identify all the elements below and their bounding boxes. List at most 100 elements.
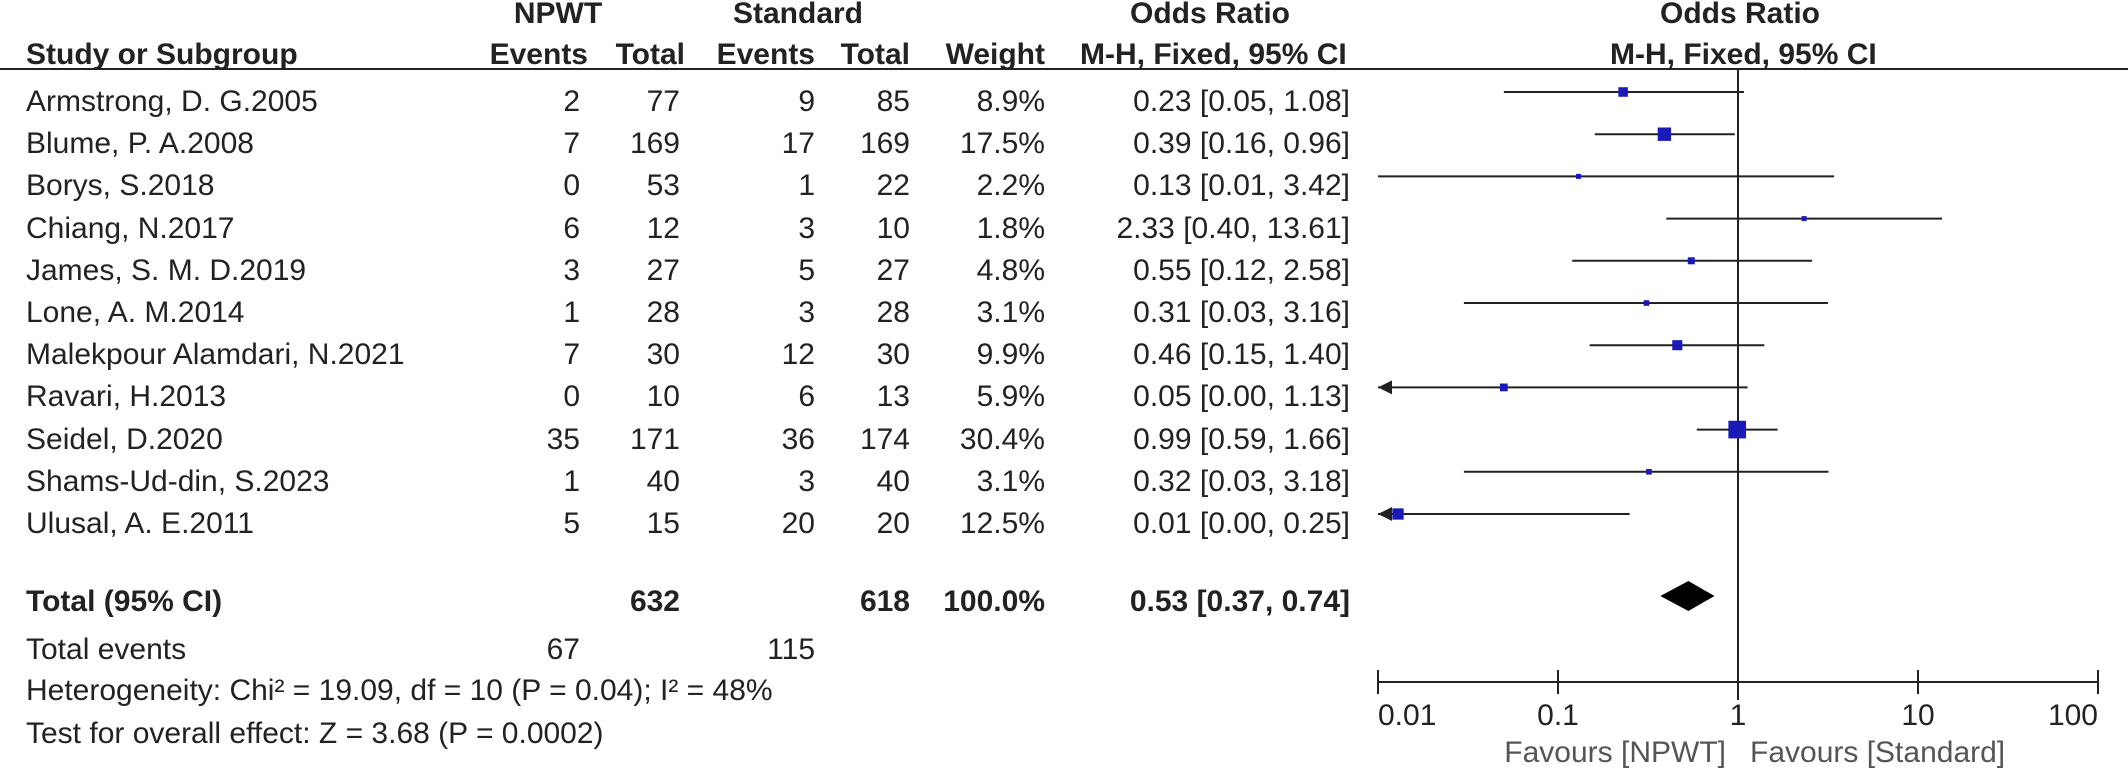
ci-arrow-left: [1378, 380, 1392, 395]
study-name: Lone, A. M.2014: [26, 296, 245, 329]
x-tick-label: 10: [1901, 699, 1934, 732]
x-tick-label: 100: [2048, 699, 2098, 732]
overall-effect-text: Test for overall effect: Z = 3.68 (P = 0…: [26, 717, 604, 750]
standard-total: 27: [876, 253, 910, 287]
x-tick-label: 0.01: [1378, 699, 1436, 732]
odds-ratio-table-header: Odds Ratio: [1129, 0, 1290, 30]
npwt-total: 171: [629, 422, 680, 456]
standard-total: 20: [876, 507, 910, 540]
study-weight: 9.9%: [976, 338, 1045, 372]
x-tick-label: 1: [1730, 699, 1747, 732]
method-header-left: M-H, Fixed, 95% CI: [1080, 38, 1347, 71]
total-weight: 100.0%: [943, 585, 1045, 618]
npwt-events: 0: [563, 380, 580, 414]
standard-total-header: Total: [840, 38, 910, 71]
total-npwt: 632: [629, 585, 680, 618]
npwt-events: 3: [563, 253, 580, 287]
study-name: James, S. M. D.2019: [26, 253, 307, 287]
standard-events: 12: [781, 338, 815, 372]
study-weight: 12.5%: [959, 507, 1045, 540]
npwt-events: 6: [563, 211, 580, 245]
study-name: Blume, P. A.2008: [26, 127, 254, 161]
method-header-right: M-H, Fixed, 95% CI: [1610, 38, 1877, 71]
standard-events: 5: [798, 253, 815, 287]
total-standard: 618: [859, 585, 910, 618]
study-marker: [1618, 87, 1628, 97]
standard-events: 20: [781, 507, 815, 540]
study-weight: 17.5%: [959, 127, 1045, 161]
study-ci: 0.13 [0.01, 3.42]: [1133, 169, 1350, 203]
npwt-total: 12: [646, 211, 680, 245]
study-marker: [1643, 300, 1650, 306]
study-marker: [1657, 127, 1672, 141]
study-weight: 1.8%: [976, 211, 1045, 245]
standard-group-header: Standard: [732, 0, 864, 30]
favours-right-label: Favours [Standard]: [1750, 736, 2005, 769]
npwt-events: 1: [563, 296, 580, 329]
npwt-total: 28: [646, 296, 680, 329]
heterogeneity-text: Heterogeneity: Chi² = 19.09, df = 10 (P …: [26, 674, 773, 707]
study-weight: 3.1%: [976, 464, 1045, 498]
study-ci: 0.01 [0.00, 0.25]: [1133, 507, 1350, 540]
npwt-total: 40: [646, 464, 680, 498]
standard-events: 3: [798, 211, 815, 245]
npwt-group-header: NPWT: [513, 0, 603, 30]
study-ci: 0.23 [0.05, 1.08]: [1133, 85, 1350, 118]
npwt-total: 27: [646, 253, 680, 287]
study-weight: 2.2%: [976, 169, 1045, 203]
study-name: Malekpour Alamdari, N.2021: [26, 338, 405, 372]
total-events-npwt: 67: [546, 633, 580, 666]
study-column-header: Study or Subgroup: [26, 38, 298, 71]
study-ci: 0.31 [0.03, 3.16]: [1133, 296, 1350, 329]
standard-total: 169: [859, 127, 910, 161]
standard-events: 1: [798, 169, 815, 203]
study-ci: 0.32 [0.03, 3.18]: [1133, 464, 1350, 498]
weight-header: Weight: [945, 38, 1045, 71]
study-name: Ravari, H.2013: [26, 380, 227, 414]
study-marker: [1576, 173, 1582, 179]
study-marker: [1646, 468, 1652, 475]
standard-events: 6: [798, 380, 815, 414]
study-weight: 3.1%: [976, 296, 1045, 329]
standard-events: 3: [798, 464, 815, 498]
standard-total: 28: [876, 296, 910, 329]
study-ci: 0.39 [0.16, 0.96]: [1133, 127, 1350, 161]
npwt-total: 10: [646, 380, 680, 414]
standard-events: 3: [798, 296, 815, 329]
study-marker: [1392, 508, 1404, 520]
total-events-standard: 115: [767, 633, 815, 666]
study-marker: [1672, 340, 1683, 351]
npwt-total: 77: [646, 85, 680, 118]
total-events-label: Total events: [26, 633, 187, 666]
standard-total: 174: [859, 422, 910, 456]
study-ci: 0.55 [0.12, 2.58]: [1133, 253, 1350, 287]
study-marker: [1728, 420, 1747, 439]
standard-total: 40: [876, 464, 910, 498]
odds-ratio-plot-header: Odds Ratio: [1659, 0, 1820, 30]
npwt-total: 15: [646, 507, 680, 540]
study-ci: 0.99 [0.59, 1.66]: [1133, 422, 1350, 456]
npwt-total: 53: [646, 169, 680, 203]
npwt-events: 0: [563, 169, 580, 203]
npwt-events: 7: [563, 127, 580, 161]
study-name: Seidel, D.2020: [26, 422, 223, 456]
ci-arrow-left: [1378, 507, 1392, 521]
study-marker: [1687, 257, 1695, 265]
standard-events: 17: [781, 127, 815, 161]
npwt-events-header: Events: [489, 38, 588, 71]
npwt-events: 7: [563, 338, 580, 372]
study-weight: 5.9%: [976, 380, 1045, 414]
study-name: Shams-Ud-din, S.2023: [26, 464, 330, 498]
study-ci: 0.46 [0.15, 1.40]: [1133, 338, 1350, 372]
npwt-total-header: Total: [615, 38, 685, 71]
study-name: Borys, S.2018: [26, 169, 215, 203]
study-marker: [1499, 383, 1508, 392]
study-ci: 0.05 [0.00, 1.13]: [1133, 380, 1350, 414]
total-ci: 0.53 [0.37, 0.74]: [1129, 585, 1350, 618]
study-weight: 8.9%: [976, 85, 1045, 118]
standard-events-header: Events: [716, 38, 815, 71]
study-marker: [1801, 216, 1807, 222]
standard-events: 9: [798, 85, 815, 118]
study-name: Armstrong, D. G.2005: [26, 85, 318, 118]
